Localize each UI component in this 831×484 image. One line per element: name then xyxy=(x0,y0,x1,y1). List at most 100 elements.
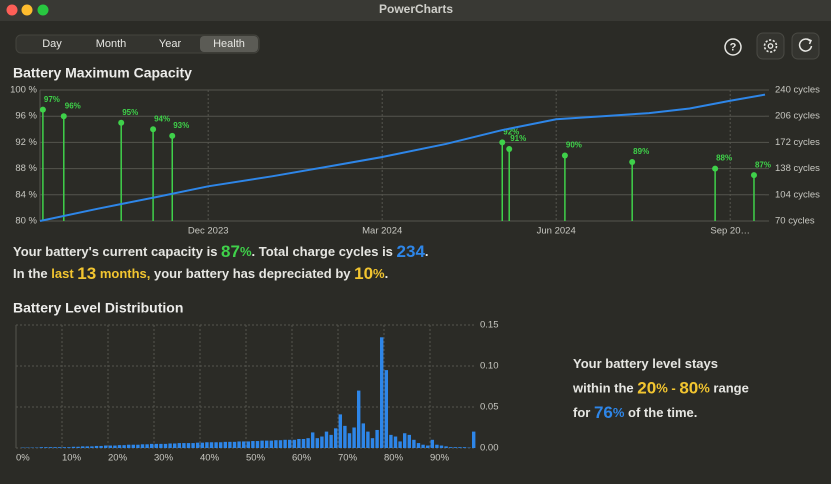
y-tick-label: 84 % xyxy=(15,189,37,200)
histogram-bar xyxy=(389,434,393,448)
data-label: 90% xyxy=(566,141,582,150)
summary-segment: for xyxy=(573,405,594,420)
summary-line: for 76% of the time. xyxy=(573,403,697,422)
x-tick-label: Sep 20… xyxy=(710,226,750,237)
histogram-bar xyxy=(458,447,462,448)
histogram-bar xyxy=(462,447,467,448)
summary-segment: months, xyxy=(96,266,150,281)
lollipop-dot xyxy=(712,165,719,172)
lollipop-dot xyxy=(561,152,568,159)
y-tick-label: 96 % xyxy=(15,111,37,122)
settings-button[interactable] xyxy=(756,32,785,60)
histogram-bar xyxy=(108,445,112,448)
histogram-bar xyxy=(407,434,411,448)
tab-bar xyxy=(15,34,260,54)
histogram-bar xyxy=(430,439,434,448)
x-tick-label: 10% xyxy=(62,453,82,464)
histogram-bar xyxy=(177,443,181,448)
refresh-arrow xyxy=(806,38,812,45)
y-tick-label: 80 % xyxy=(15,216,37,227)
summary-segment: of the time. xyxy=(624,405,697,420)
y2-tick-label: 206 cycles xyxy=(775,111,820,122)
tab[interactable]: Year xyxy=(159,38,182,50)
summary-segment: last xyxy=(51,266,77,281)
help-button[interactable] xyxy=(724,38,742,56)
summary-segment: . xyxy=(425,244,429,259)
zoom-button[interactable] xyxy=(37,4,49,16)
data-label: 91% xyxy=(510,134,526,143)
histogram-bar xyxy=(301,438,306,448)
histogram-bar xyxy=(315,438,319,448)
histogram-bar xyxy=(251,441,255,448)
minimize-button[interactable] xyxy=(21,4,33,16)
summary-segment: 80 xyxy=(679,379,698,398)
close-button[interactable] xyxy=(6,4,18,16)
summary-line: In the last 13 months, your battery has … xyxy=(13,264,388,283)
lollipop-dot xyxy=(750,172,757,179)
summary-segment: . xyxy=(385,266,389,281)
histogram-bar xyxy=(85,446,89,448)
x-tick-label: 20% xyxy=(108,453,128,464)
refresh-button[interactable] xyxy=(791,32,820,60)
data-label: 96% xyxy=(65,101,81,110)
x-tick-label: 90% xyxy=(430,453,450,464)
summary-line: within the 20% - 80% range xyxy=(572,379,749,398)
summary-segment: Your battery level stays xyxy=(573,356,718,371)
data-label: 95% xyxy=(122,108,138,117)
summary-line: Your battery's current capacity is 87%. … xyxy=(13,242,429,261)
histogram-bar xyxy=(200,442,204,448)
line-series xyxy=(39,93,766,222)
histogram-bar xyxy=(94,445,99,448)
x-tick-label: 80% xyxy=(384,453,404,464)
histogram-bar xyxy=(375,429,379,448)
histogram-bar xyxy=(449,447,453,448)
histogram-bar xyxy=(361,423,365,448)
histogram-bar xyxy=(352,427,356,448)
histogram-bar xyxy=(398,441,402,448)
gear-icon xyxy=(763,39,778,53)
lollipop-dot xyxy=(169,132,176,139)
y2-tick-label: 70 cycles xyxy=(775,216,815,227)
tab[interactable]: Health xyxy=(213,38,245,50)
summary-segment: . Total charge cycles is xyxy=(252,244,397,259)
x-tick-label: Jun 2024 xyxy=(537,226,576,237)
data-label: 94% xyxy=(154,114,170,123)
histogram-bar xyxy=(370,438,375,448)
selected-tab xyxy=(200,36,258,52)
histogram-bar xyxy=(145,444,149,448)
x-tick-label: 0% xyxy=(16,453,30,464)
histogram-bar xyxy=(150,443,154,448)
histogram-bar xyxy=(214,442,218,448)
histogram-bar xyxy=(265,440,269,448)
summary-segment: - xyxy=(668,381,680,396)
histogram-bar xyxy=(48,447,53,448)
histogram-bar xyxy=(186,443,191,448)
chart-title: Battery Maximum Capacity xyxy=(13,65,192,81)
histogram-bar xyxy=(58,447,62,448)
histogram-bar xyxy=(255,441,260,448)
histogram-bar xyxy=(283,439,287,448)
x-tick-label: 70% xyxy=(338,453,358,464)
histogram-bar xyxy=(154,443,158,448)
gear-hub xyxy=(767,43,774,49)
histogram-bar xyxy=(444,446,448,448)
histogram-bar xyxy=(329,434,333,448)
histogram-bar xyxy=(71,446,76,448)
histogram-bar xyxy=(453,447,457,448)
histogram-bar xyxy=(334,428,338,448)
refresh-icon xyxy=(798,38,813,52)
histogram-bar xyxy=(347,433,352,448)
histogram-bar xyxy=(219,442,223,448)
histogram-bar xyxy=(104,445,108,448)
lollipop-dot xyxy=(506,145,513,152)
histogram-bar xyxy=(62,447,66,448)
y2-tick-label: 138 cycles xyxy=(775,163,820,174)
histogram-bar xyxy=(288,439,292,448)
tab[interactable]: Day xyxy=(42,38,62,50)
window-title: PowerCharts xyxy=(379,2,453,16)
histogram-bar xyxy=(159,443,163,448)
tab[interactable]: Month xyxy=(96,38,127,50)
histogram-bar xyxy=(403,433,407,448)
histogram-bar xyxy=(384,370,388,448)
